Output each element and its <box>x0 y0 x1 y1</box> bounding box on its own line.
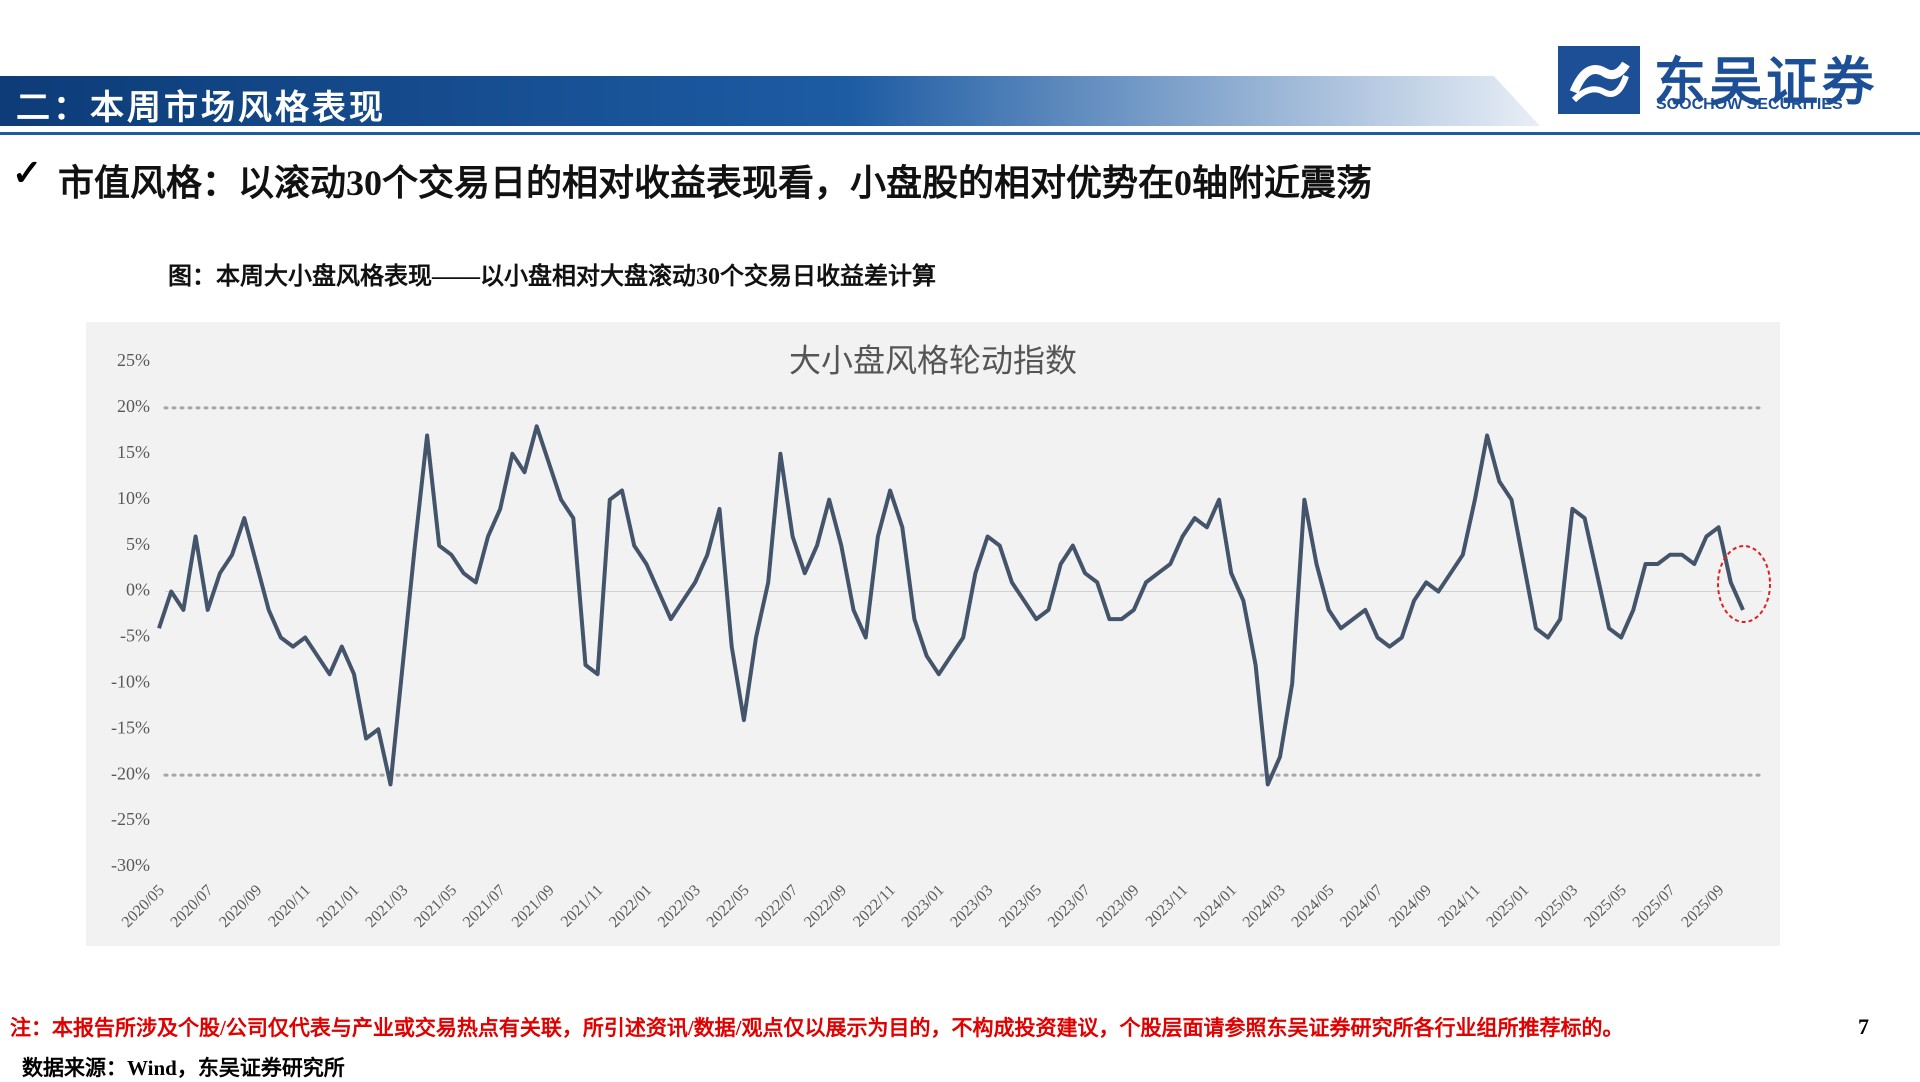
chart-title: 大小盘风格轮动指数 <box>789 342 1077 378</box>
chart: 大小盘风格轮动指数 -30% -25% -20% -15% -10% -5% 0% 5% 10%… <box>86 322 1780 946</box>
logo-cn: 东吴证券 <box>1654 55 1879 112</box>
header-bar <box>0 76 1540 126</box>
y-tick-label: -10% <box>111 671 150 691</box>
heading: 市值风格：以滚动30个交易日的相对收益表现看，小盘股的相对优势在0轴附近震荡 <box>58 163 1373 203</box>
y-tick-label: -25% <box>111 809 150 829</box>
y-tick-label: 0% <box>126 580 150 600</box>
y-tick-label: 5% <box>126 534 150 554</box>
logo-icon <box>1558 46 1640 114</box>
y-tick-label: -30% <box>111 855 150 875</box>
logo-en: SOOCHOW SECURITIES <box>1656 96 1843 113</box>
source: 数据来源：Wind，东吴证券研究所 <box>22 1056 345 1080</box>
y-tick-label: 10% <box>117 488 150 508</box>
highlight-ellipse <box>1717 545 1771 623</box>
page-number: 7 <box>1858 1014 1869 1039</box>
y-tick-label: -20% <box>111 763 150 783</box>
series-line <box>157 424 1745 787</box>
checkmark: ✓ <box>12 153 43 193</box>
y-tick-label: -15% <box>111 717 150 737</box>
y-tick-label: -5% <box>120 626 150 646</box>
y-tick-label: 15% <box>117 442 150 462</box>
y-tick-label: 20% <box>117 396 150 416</box>
header-title: 二：本周市场风格表现 <box>16 90 386 127</box>
note: 注：本报告所涉及个股/公司仅代表与产业或交易热点有关联，所引述资讯/数据/观点仅… <box>10 1016 1624 1040</box>
caption: 图：本周大小盘风格表现——以小盘相对大盘滚动30个交易日收益差计算 <box>168 264 936 290</box>
y-tick-label: 25% <box>117 350 150 370</box>
header-rule <box>0 132 1920 135</box>
chart-panel <box>86 322 1780 946</box>
